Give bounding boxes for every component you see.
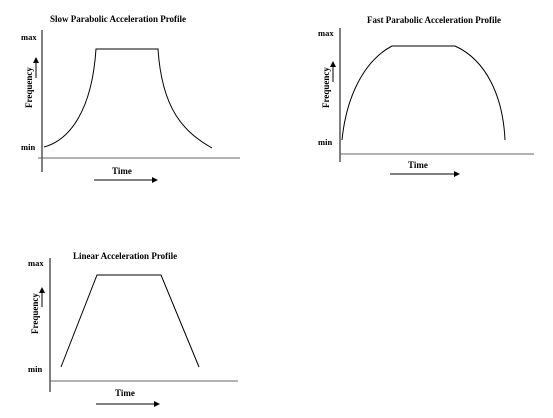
slow-y-axis-label: Frequency <box>24 67 34 108</box>
slow-max-label: max <box>21 32 37 42</box>
fast-parabolic-profile: Fast Parabolic Acceleration Profile max … <box>318 15 534 177</box>
slow-min-label: min <box>21 142 35 152</box>
slow-profile-title: Slow Parabolic Acceleration Profile <box>50 14 186 24</box>
fast-max-label: max <box>318 28 334 38</box>
linear-x-axis-label: Time <box>115 388 135 398</box>
linear-min-label: min <box>28 364 42 374</box>
fast-min-label: min <box>318 137 332 147</box>
fast-x-axis-label: Time <box>408 160 428 170</box>
linear-profile-title: Linear Acceleration Profile <box>73 251 177 261</box>
linear-profile: Linear Acceleration Profile max min Freq… <box>28 251 238 407</box>
linear-profile-curve <box>60 274 200 368</box>
linear-max-label: max <box>28 258 44 268</box>
fast-profile-curve <box>341 45 506 141</box>
fast-profile-title: Fast Parabolic Acceleration Profile <box>367 15 501 25</box>
slow-profile-curve <box>43 48 213 149</box>
slow-x-axis-label: Time <box>112 166 132 176</box>
slow-parabolic-profile: Slow Parabolic Acceleration Profile max … <box>21 14 240 183</box>
linear-y-axis-label: Frequency <box>30 293 40 334</box>
fast-y-axis-label: Frequency <box>321 67 331 108</box>
